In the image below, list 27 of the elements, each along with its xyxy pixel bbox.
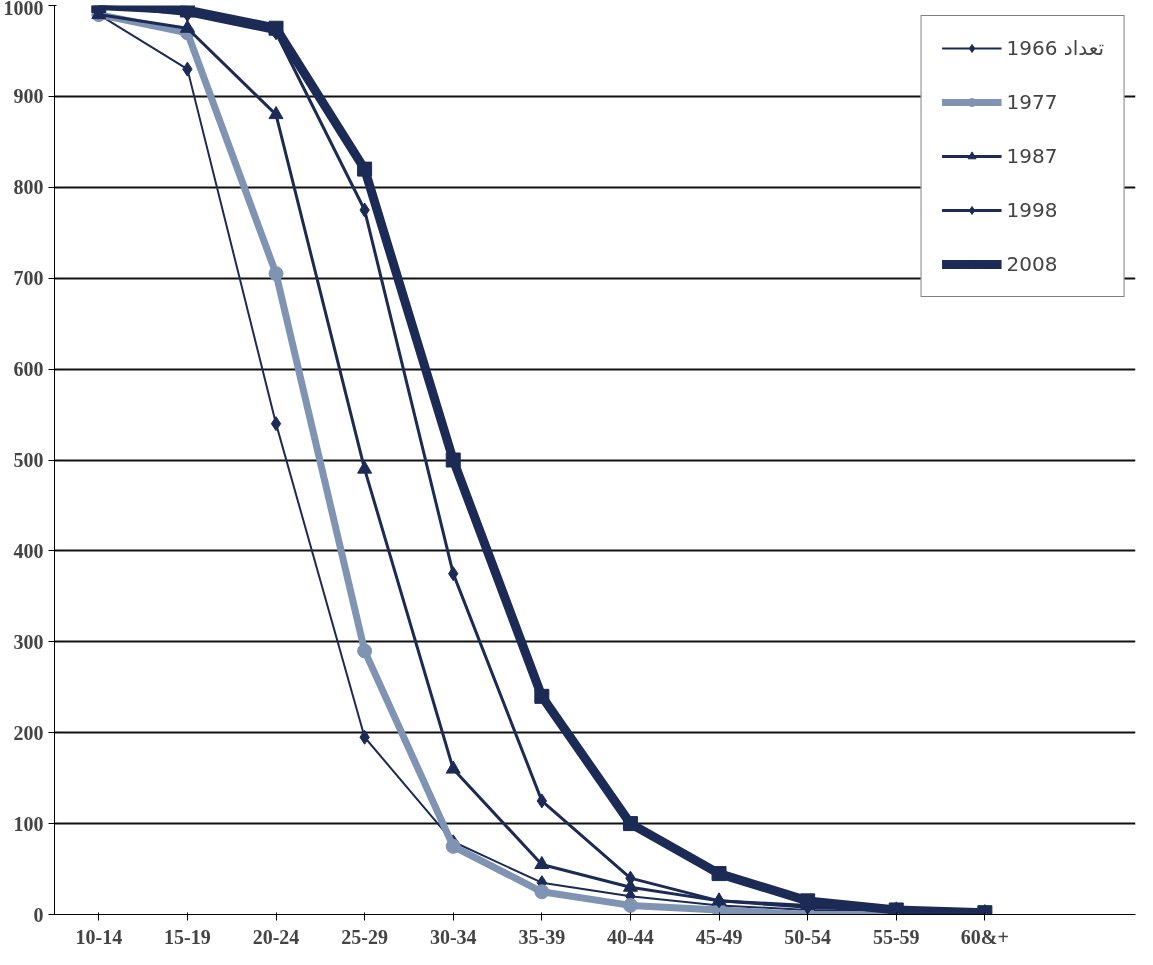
y-tick-label: 300 bbox=[13, 630, 44, 653]
x-tick-label: 60&+ bbox=[960, 925, 1009, 948]
legend-label: 1987 bbox=[1006, 144, 1058, 168]
legend-label: تعداد 1966 bbox=[1006, 36, 1104, 60]
y-tick-label: 0 bbox=[33, 903, 44, 926]
x-tick-label: 40-44 bbox=[607, 925, 654, 948]
y-tick-label: 700 bbox=[13, 267, 44, 290]
y-tick-label: 100 bbox=[13, 812, 44, 835]
y-tick-label: 400 bbox=[13, 539, 44, 562]
legend-label: 1977 bbox=[1006, 90, 1058, 114]
legend-label: 2008 bbox=[1006, 252, 1058, 276]
x-tick-label: 20-24 bbox=[252, 925, 300, 948]
x-tick-label: 50-54 bbox=[784, 925, 831, 948]
y-tick-label: 200 bbox=[13, 721, 44, 744]
x-tick-label: 30-34 bbox=[429, 925, 477, 948]
x-tick-label: 15-19 bbox=[164, 925, 211, 948]
y-tick-label: 600 bbox=[13, 358, 44, 381]
x-tick-label: 10-14 bbox=[75, 925, 123, 948]
x-tick-label: 45-49 bbox=[695, 925, 743, 948]
y-tick-label: 500 bbox=[13, 449, 44, 471]
legend-label: 1998 bbox=[1006, 198, 1058, 222]
x-tick-label: 55-59 bbox=[872, 925, 920, 948]
y-tick-label: 1000 bbox=[3, 0, 44, 19]
x-tick-label: 35-39 bbox=[518, 925, 566, 948]
y-tick-label: 800 bbox=[13, 176, 44, 199]
y-tick-label: 900 bbox=[13, 85, 44, 108]
x-tick-label: 25-29 bbox=[341, 925, 388, 948]
